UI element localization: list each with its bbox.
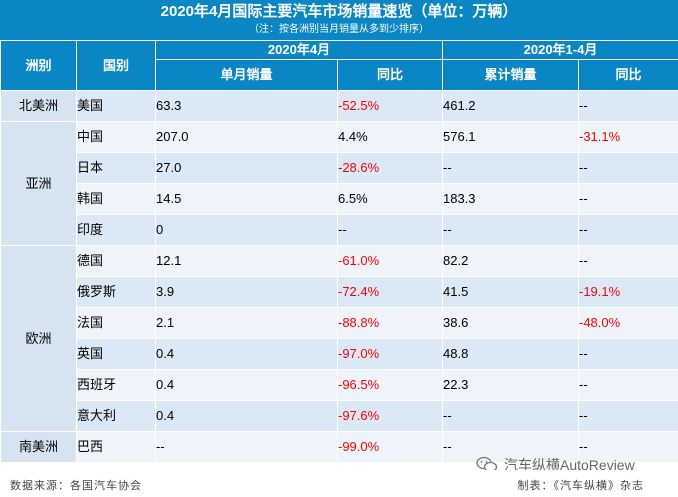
table-row: 欧洲 德国 12.1 -61.0% 82.2 -- <box>0 245 678 432</box>
continent-cell: 亚洲 <box>0 121 77 246</box>
cumulative-sales-cell: 82.2 <box>442 245 579 277</box>
yoy-cell: -- <box>337 214 443 246</box>
country-cell: 俄罗斯 <box>76 276 156 308</box>
yoy-ytd-cell: -- <box>578 369 678 401</box>
yoy-ytd-cell: -- <box>578 338 678 370</box>
country-cell: 中国 <box>76 121 156 153</box>
monthly-sales-cell: 0.4 <box>155 400 338 432</box>
table-row: 北美洲 美国 63.3 -52.5% 461.2 -- <box>0 90 678 122</box>
yoy-cell: -96.5% <box>337 369 443 401</box>
monthly-sales-cell: 207.0 <box>155 121 338 153</box>
col-header-yoy-ytd: 同比 <box>578 59 678 91</box>
cumulative-sales-cell: -- <box>442 431 579 463</box>
header-group-row: 洲别 国别 2020年4月 2020年1-4月 <box>0 40 678 91</box>
col-header-country: 国别 <box>76 40 156 91</box>
monthly-sales-cell: 27.0 <box>155 152 338 184</box>
cumulative-sales-cell: 48.8 <box>442 338 579 370</box>
yoy-ytd-cell: -48.0% <box>578 307 678 339</box>
monthly-sales-cell: 0.4 <box>155 338 338 370</box>
table-row: 韩国 14.5 6.5% 183.3 -- <box>1 183 678 215</box>
col-header-monthly-sales: 单月销量 <box>155 59 338 91</box>
table-row: 法国 2.1 -88.8% 38.6 -48.0% <box>1 307 678 339</box>
monthly-sales-cell: 0 <box>155 214 338 246</box>
cumulative-sales-cell: -- <box>442 400 579 432</box>
table-row: 英国 0.4 -97.0% 48.8 -- <box>1 338 678 370</box>
yoy-ytd-cell: -- <box>578 431 678 463</box>
footer: 数据来源：各国汽车协会 制表：《汽车纵横》杂志 <box>0 470 678 497</box>
country-cell: 韩国 <box>76 183 156 215</box>
page-title: 2020年4月国际主要汽车市场销量速览（单位：万辆） <box>160 3 518 20</box>
watermark: 汽车纵横AutoReview <box>476 455 635 475</box>
sales-table: 洲别 国别 2020年4月 2020年1-4月 单月销量 同比 累计销量 同比 … <box>0 40 678 463</box>
yoy-cell: -61.0% <box>337 245 443 277</box>
cumulative-sales-cell: -- <box>442 214 579 246</box>
country-cell: 意大利 <box>76 400 156 432</box>
monthly-sales-cell: 2.1 <box>155 307 338 339</box>
cumulative-sales-cell: 461.2 <box>442 90 579 122</box>
monthly-sales-cell: 0.4 <box>155 369 338 401</box>
yoy-cell: -97.0% <box>337 338 443 370</box>
cumulative-sales-cell: 22.3 <box>442 369 579 401</box>
monthly-sales-cell: 3.9 <box>155 276 338 308</box>
yoy-ytd-cell: -- <box>578 90 678 122</box>
country-cell: 日本 <box>76 152 156 184</box>
country-cell: 英国 <box>76 338 156 370</box>
col-header-cumulative-sales: 累计销量 <box>442 59 579 91</box>
table-row: 意大利 0.4 -97.6% -- -- <box>1 400 678 432</box>
watermark-text: 汽车纵横AutoReview <box>504 457 635 473</box>
sort-note: （注：按各洲别当月销量从多到少排序） <box>249 24 429 35</box>
table-row: 南美洲 巴西 -- -99.0% -- -- <box>0 431 678 463</box>
yoy-ytd-cell: -31.1% <box>578 121 678 153</box>
yoy-cell: -88.8% <box>337 307 443 339</box>
yoy-cell: -52.5% <box>337 90 443 122</box>
yoy-ytd-cell: -- <box>578 152 678 184</box>
group-header-ytd: 2020年1-4月 <box>442 40 678 60</box>
cumulative-sales-cell: 38.6 <box>442 307 579 339</box>
yoy-cell: 4.4% <box>337 121 443 153</box>
table-row: 俄罗斯 3.9 -72.4% 41.5 -19.1% <box>1 276 678 308</box>
country-cell: 德国 <box>76 245 156 277</box>
continent-cell: 南美洲 <box>0 431 77 463</box>
cumulative-sales-cell: 183.3 <box>442 183 579 215</box>
col-header-yoy: 同比 <box>337 59 443 91</box>
monthly-sales-cell: -- <box>155 431 338 463</box>
monthly-sales-cell: 14.5 <box>155 183 338 215</box>
cumulative-sales-cell: 41.5 <box>442 276 579 308</box>
country-cell: 巴西 <box>76 431 156 463</box>
cumulative-sales-cell: -- <box>442 152 579 184</box>
wechat-icon <box>476 456 498 473</box>
country-cell: 印度 <box>76 214 156 246</box>
continent-cell: 北美洲 <box>0 90 77 122</box>
table-row: 西班牙 0.4 -96.5% 22.3 -- <box>1 369 678 401</box>
table-row: 亚洲 中国 207.0 4.4% 576.1 -31.1% <box>0 121 678 246</box>
header-sub-row: 单月销量 同比 累计销量 同比 <box>1 59 678 91</box>
table-row: 印度 0 -- -- -- <box>1 214 678 246</box>
yoy-ytd-cell: -- <box>578 183 678 215</box>
yoy-cell: -28.6% <box>337 152 443 184</box>
yoy-ytd-cell: -- <box>578 214 678 246</box>
cumulative-sales-cell: 576.1 <box>442 121 579 153</box>
continent-cell: 欧洲 <box>0 245 77 432</box>
yoy-cell: -99.0% <box>337 431 443 463</box>
table-body: 北美洲 美国 63.3 -52.5% 461.2 -- 亚洲 中国 207.0 4.4% 576.1… <box>0 90 678 463</box>
monthly-sales-cell: 12.1 <box>155 245 338 277</box>
table-row: 日本 27.0 -28.6% -- -- <box>1 152 678 184</box>
monthly-sales-cell: 63.3 <box>155 90 338 122</box>
country-cell: 美国 <box>76 90 156 122</box>
col-header-continent: 洲别 <box>0 40 77 91</box>
country-cell: 法国 <box>76 307 156 339</box>
table-maker: 制表：《汽车纵横》杂志 <box>517 480 644 492</box>
yoy-cell: 6.5% <box>337 183 443 215</box>
country-cell: 西班牙 <box>76 369 156 401</box>
data-source: 数据来源：各国汽车协会 <box>10 480 142 492</box>
yoy-cell: -72.4% <box>337 276 443 308</box>
yoy-ytd-cell: -- <box>578 245 678 277</box>
group-header-april: 2020年4月 <box>155 40 443 60</box>
title-bar: 2020年4月国际主要汽车市场销量速览（单位：万辆） （注：按各洲别当月销量从多… <box>0 0 678 40</box>
yoy-cell: -97.6% <box>337 400 443 432</box>
yoy-ytd-cell: -19.1% <box>578 276 678 308</box>
yoy-ytd-cell: -- <box>578 400 678 432</box>
